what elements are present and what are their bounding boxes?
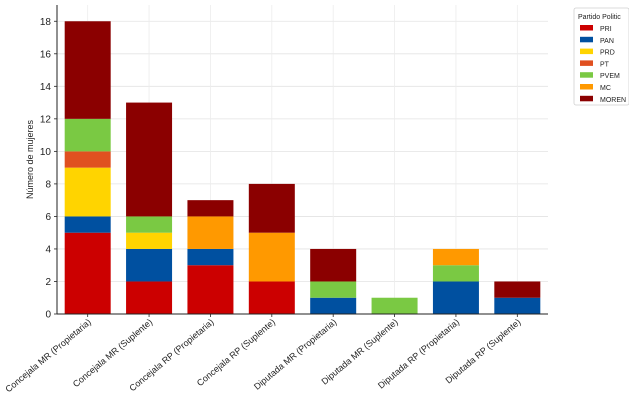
y-tick-label-12: 12: [40, 114, 52, 125]
bars: [64, 21, 541, 314]
bar-pt-concejala-mr-propietaria: [64, 151, 111, 168]
bar-pan-diputada-mr-propietaria: [310, 297, 357, 314]
legend-swatch-mc: [580, 84, 593, 90]
bar-pvem-concejala-mr-suplente: [126, 216, 173, 233]
bar-pan-concejala-mr-propietaria: [64, 216, 111, 233]
y-tick-label-18: 18: [40, 17, 52, 28]
bar-pri-concejala-rp-suplente: [248, 281, 295, 314]
bar-mc-diputada-rp-propietaria: [432, 248, 479, 266]
y-tick-label-2: 2: [45, 277, 51, 288]
bar-prd-concejala-mr-propietaria: [64, 167, 111, 217]
bar-prd-concejala-mr-suplente: [126, 232, 173, 249]
y-tick-label-4: 4: [45, 244, 51, 255]
bar-pan-concejala-rp-propietaria: [187, 248, 234, 266]
bar-moren-concejala-rp-propietaria: [187, 200, 234, 217]
bar-moren-diputada-rp-suplente: [494, 281, 541, 298]
bar-pri-concejala-rp-propietaria: [187, 265, 234, 314]
legend-swatch-prd: [580, 48, 593, 55]
bar-pan-diputada-rp-suplente: [494, 297, 541, 314]
bar-mc-concejala-rp-propietaria: [187, 216, 234, 249]
bar-pan-diputada-rp-propietaria: [432, 281, 479, 314]
y-tick-label-14: 14: [40, 82, 52, 93]
y-tick-label-6: 6: [45, 212, 51, 223]
y-tick-label-16: 16: [40, 49, 52, 60]
bar-moren-concejala-rp-suplente: [248, 183, 295, 233]
legend-label-pt: PT: [600, 61, 610, 68]
legend-swatch-pri: [580, 25, 593, 31]
bar-pri-concejala-mr-suplente: [126, 281, 173, 314]
y-tick-label-8: 8: [45, 179, 51, 190]
legend-label-pan: PAN: [600, 38, 614, 45]
bar-pvem-diputada-mr-propietaria: [310, 281, 357, 298]
legend-box: [573, 7, 629, 106]
y-tick-label-0: 0: [45, 310, 51, 321]
bar-pvem-concejala-mr-propietaria: [64, 118, 111, 152]
legend-swatch-pt: [580, 60, 593, 66]
bar-moren-concejala-mr-suplente: [126, 102, 173, 217]
legend-swatch-moren: [580, 95, 593, 102]
legend-swatch-pvem: [580, 72, 593, 78]
bar-moren-diputada-mr-propietaria: [310, 248, 357, 282]
legend-label-mc: MC: [600, 85, 611, 92]
bar-pvem-diputada-mr-suplente: [371, 297, 418, 314]
legend-title: Partido Politic: [578, 14, 621, 21]
legend-label-pri: PRI: [600, 26, 612, 33]
legend-swatch-pan: [580, 36, 593, 43]
legend-label-moren: MOREN: [600, 97, 626, 104]
y-tick-label-10: 10: [40, 147, 52, 158]
y-axis-label: Número de mujeres: [25, 119, 35, 199]
bar-pri-concejala-mr-propietaria: [64, 232, 111, 314]
bar-pvem-diputada-rp-propietaria: [432, 265, 479, 282]
bar-pan-concejala-mr-suplente: [126, 248, 173, 282]
legend: Partido Politic PRI PAN PRD PT PVEM MC MOREN: [573, 7, 629, 106]
bar-moren-concejala-mr-propietaria: [64, 21, 111, 119]
bar-mc-concejala-rp-suplente: [248, 232, 295, 282]
legend-label-pvem: PVEM: [600, 73, 620, 80]
legend-label-prd: PRD: [600, 50, 615, 57]
